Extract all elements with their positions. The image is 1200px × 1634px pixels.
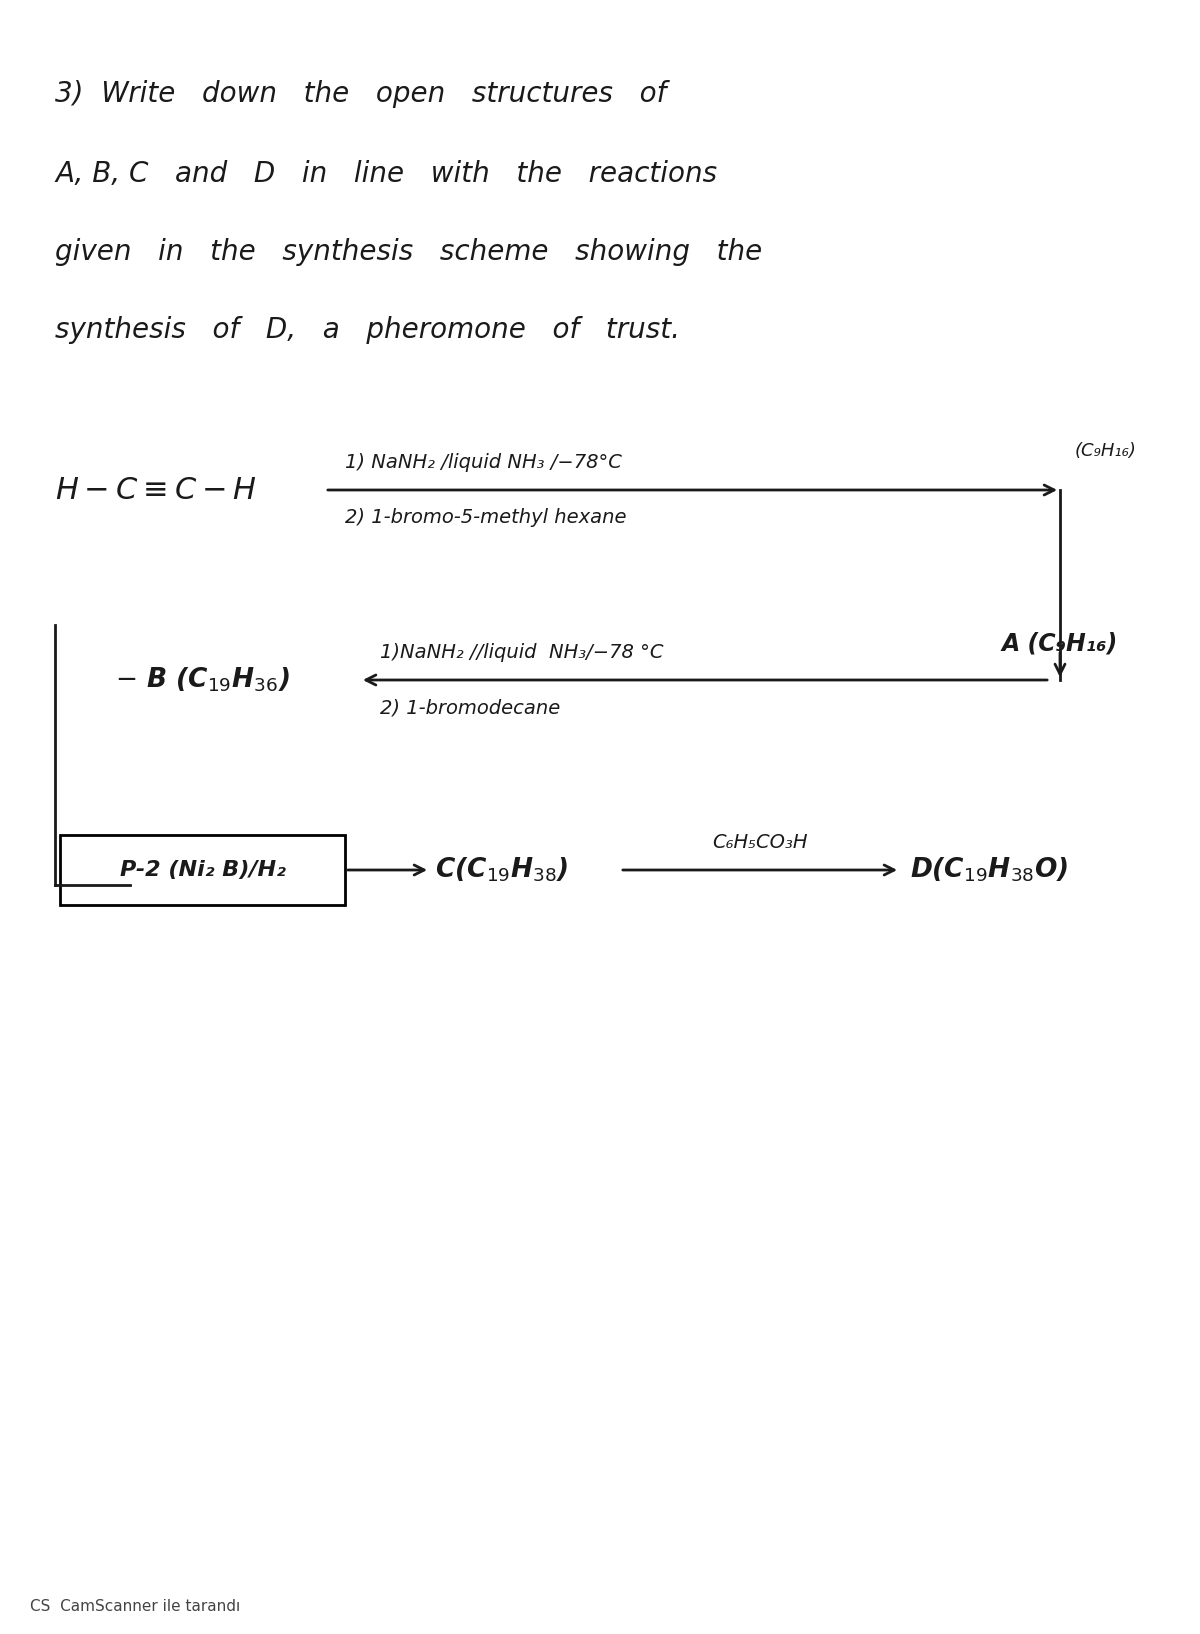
Text: CS  CamScanner ile tarandı: CS CamScanner ile tarandı bbox=[30, 1600, 240, 1614]
Text: 3)  Write   down   the   open   structures   of: 3) Write down the open structures of bbox=[55, 80, 666, 108]
Text: $-$ B (C$_{19}$H$_{36}$): $-$ B (C$_{19}$H$_{36}$) bbox=[115, 665, 289, 694]
Text: C₆H₅CO₃H: C₆H₅CO₃H bbox=[713, 833, 808, 851]
Text: synthesis   of   D,   a   pheromone   of   trust.: synthesis of D, a pheromone of trust. bbox=[55, 315, 680, 345]
Text: 1)NaNH₂ //liquid  NH₃/−78 °C: 1)NaNH₂ //liquid NH₃/−78 °C bbox=[380, 644, 664, 662]
Text: given   in   the   synthesis   scheme   showing   the: given in the synthesis scheme showing th… bbox=[55, 239, 762, 266]
Text: D(C$_{19}$H$_{38}$O): D(C$_{19}$H$_{38}$O) bbox=[910, 856, 1068, 884]
Text: $H-C\equiv C-H$: $H-C\equiv C-H$ bbox=[55, 475, 257, 505]
Bar bbox=[60, 835, 346, 905]
Text: 2) 1-bromodecane: 2) 1-bromodecane bbox=[380, 698, 560, 717]
Text: P-2 (Ni₂ B)/H₂: P-2 (Ni₂ B)/H₂ bbox=[120, 859, 286, 881]
Text: A (C₉H₁₆): A (C₉H₁₆) bbox=[1002, 631, 1118, 655]
Text: A, B, C   and   D   in   line   with   the   reactions: A, B, C and D in line with the reactions bbox=[55, 160, 718, 188]
Text: 1) NaNH₂ /liquid NH₃ /−78°C: 1) NaNH₂ /liquid NH₃ /−78°C bbox=[346, 453, 622, 472]
Text: C(C$_{19}$H$_{38}$): C(C$_{19}$H$_{38}$) bbox=[436, 856, 569, 884]
Text: (C₉H₁₆): (C₉H₁₆) bbox=[1075, 443, 1136, 461]
Text: 2) 1-bromo-5-methyl hexane: 2) 1-bromo-5-methyl hexane bbox=[346, 508, 626, 528]
